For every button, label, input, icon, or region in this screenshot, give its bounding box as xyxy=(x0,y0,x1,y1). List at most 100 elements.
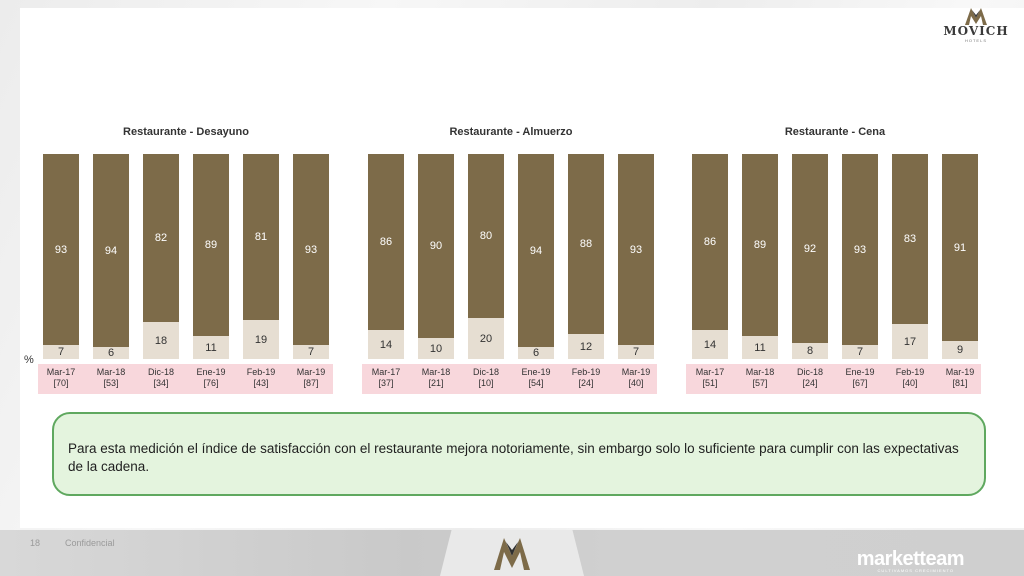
stacked-bar: 80 20 xyxy=(468,154,504,359)
bar-segment-satisfied xyxy=(193,154,229,336)
bar-segment-satisfied xyxy=(692,154,728,330)
stacked-bar: 89 11 xyxy=(742,154,778,359)
bar-segment-other xyxy=(692,330,728,359)
bar-segment-satisfied xyxy=(518,154,554,347)
bar-segment-other xyxy=(93,347,129,359)
x-tick-sample-size: [21] xyxy=(428,378,444,388)
x-tick-sample-size: [54] xyxy=(528,378,544,388)
stacked-bar: 92 8 xyxy=(792,154,828,359)
x-tick-category: Dic-18 xyxy=(796,367,823,377)
chart-title: Restaurante - Desayuno xyxy=(123,126,249,138)
x-tick-category: Ene-19 xyxy=(845,367,875,377)
x-tick-sample-size: [76] xyxy=(203,378,219,388)
data-label-bottom: 14 xyxy=(703,339,717,351)
data-label-top: 92 xyxy=(803,243,817,255)
x-tick-label: Mar-18 [21] xyxy=(411,367,461,389)
chart-title: Restaurante - Almuerzo xyxy=(449,126,573,138)
x-tick-category: Mar-17 xyxy=(371,367,401,377)
stacked-bar: 94 6 xyxy=(93,154,129,359)
stacked-bar: 86 14 xyxy=(368,154,404,359)
x-tick-sample-size: [57] xyxy=(752,378,768,388)
data-label-top: 93 xyxy=(853,244,867,256)
x-tick-category: Dic-18 xyxy=(147,367,174,377)
x-tick-sample-size: [87] xyxy=(303,378,319,388)
stacked-bar: 81 19 xyxy=(243,154,279,359)
bar-segment-satisfied xyxy=(418,154,454,338)
data-label-top: 81 xyxy=(254,231,268,243)
data-label-bottom: 14 xyxy=(379,339,393,351)
data-label-bottom: 11 xyxy=(754,342,766,354)
percent-unit-label: % xyxy=(24,354,34,366)
data-label-top: 90 xyxy=(429,240,443,252)
bar-segment-other xyxy=(568,334,604,359)
data-label-bottom: 20 xyxy=(479,333,493,345)
x-label-band xyxy=(686,364,981,394)
data-label-top: 88 xyxy=(579,238,593,250)
data-label-bottom: 10 xyxy=(429,343,443,355)
x-tick-sample-size: [40] xyxy=(902,378,918,388)
x-tick-label: Mar-17 [51] xyxy=(685,367,735,389)
partner-tagline: CULTIVAMOS CRECIMIENTO xyxy=(877,568,954,573)
stacked-bar: 88 12 xyxy=(568,154,604,359)
x-tick-category: Feb-19 xyxy=(571,367,601,377)
x-tick-label: Ene-19 [67] xyxy=(835,367,885,389)
stacked-bar: 93 7 xyxy=(618,154,654,359)
bar-segment-satisfied xyxy=(93,154,129,347)
bar-segment-satisfied xyxy=(892,154,928,324)
data-label-top: 82 xyxy=(154,232,168,244)
data-label-bottom: 8 xyxy=(806,345,814,357)
data-label-top: 93 xyxy=(629,244,643,256)
data-label-bottom: 6 xyxy=(532,347,540,359)
x-tick-label: Mar-18 [57] xyxy=(735,367,785,389)
x-tick-label: Mar-19 [81] xyxy=(935,367,985,389)
x-tick-label: Ene-19 [54] xyxy=(511,367,561,389)
x-tick-category: Ene-19 xyxy=(521,367,551,377)
bar-segment-satisfied xyxy=(468,154,504,318)
bar-segment-satisfied xyxy=(293,154,329,345)
x-tick-label: Mar-19 [40] xyxy=(611,367,661,389)
x-tick-sample-size: [34] xyxy=(153,378,169,388)
data-label-bottom: 17 xyxy=(903,336,917,348)
bar-segment-satisfied xyxy=(742,154,778,336)
bar-segment-satisfied xyxy=(243,154,279,320)
x-tick-category: Dic-18 xyxy=(472,367,499,377)
x-tick-category: Mar-17 xyxy=(695,367,725,377)
bar-segment-other xyxy=(143,322,179,359)
data-label-top: 83 xyxy=(903,233,917,245)
x-tick-label: Mar-18 [53] xyxy=(86,367,136,389)
bar-segment-satisfied xyxy=(43,154,79,345)
stacked-bar: 93 7 xyxy=(842,154,878,359)
bar-segment-other xyxy=(368,330,404,359)
stacked-bar: 93 7 xyxy=(293,154,329,359)
bar-segment-other xyxy=(243,320,279,359)
bar-segment-other xyxy=(892,324,928,359)
insight-note: Para esta medición el índice de satisfac… xyxy=(52,412,986,496)
data-label-top: 94 xyxy=(529,245,543,257)
bar-segment-other xyxy=(43,345,79,359)
data-label-top: 93 xyxy=(54,244,68,256)
stacked-bar: 93 7 xyxy=(43,154,79,359)
stacked-bar: 90 10 xyxy=(418,154,454,359)
x-tick-label: Feb-19 [43] xyxy=(236,367,286,389)
bar-segment-other xyxy=(468,318,504,359)
x-tick-label: Ene-19 [76] xyxy=(186,367,236,389)
data-label-bottom: 9 xyxy=(956,344,964,356)
data-label-bottom: 18 xyxy=(154,335,168,347)
chart-title: Restaurante - Cena xyxy=(784,126,886,138)
bar-segment-satisfied xyxy=(368,154,404,330)
x-tick-label: Dic-18 [24] xyxy=(785,367,835,389)
data-label-top: 93 xyxy=(304,244,318,256)
x-tick-category: Feb-19 xyxy=(246,367,276,377)
confidential-label: Confidencial xyxy=(65,538,115,548)
x-label-band xyxy=(38,364,333,394)
movich-logo-mark xyxy=(965,8,987,25)
stacked-bar: 91 9 xyxy=(942,154,978,359)
stacked-bar: 82 18 xyxy=(143,154,179,359)
footer-page-info: 18 Confidencial xyxy=(30,538,115,548)
bar-segment-other xyxy=(792,343,828,359)
bar-segment-satisfied xyxy=(143,154,179,322)
data-label-bottom: 12 xyxy=(579,341,593,353)
x-tick-category: Mar-18 xyxy=(745,367,775,377)
bar-segment-other xyxy=(842,345,878,359)
bar-segment-satisfied xyxy=(618,154,654,345)
